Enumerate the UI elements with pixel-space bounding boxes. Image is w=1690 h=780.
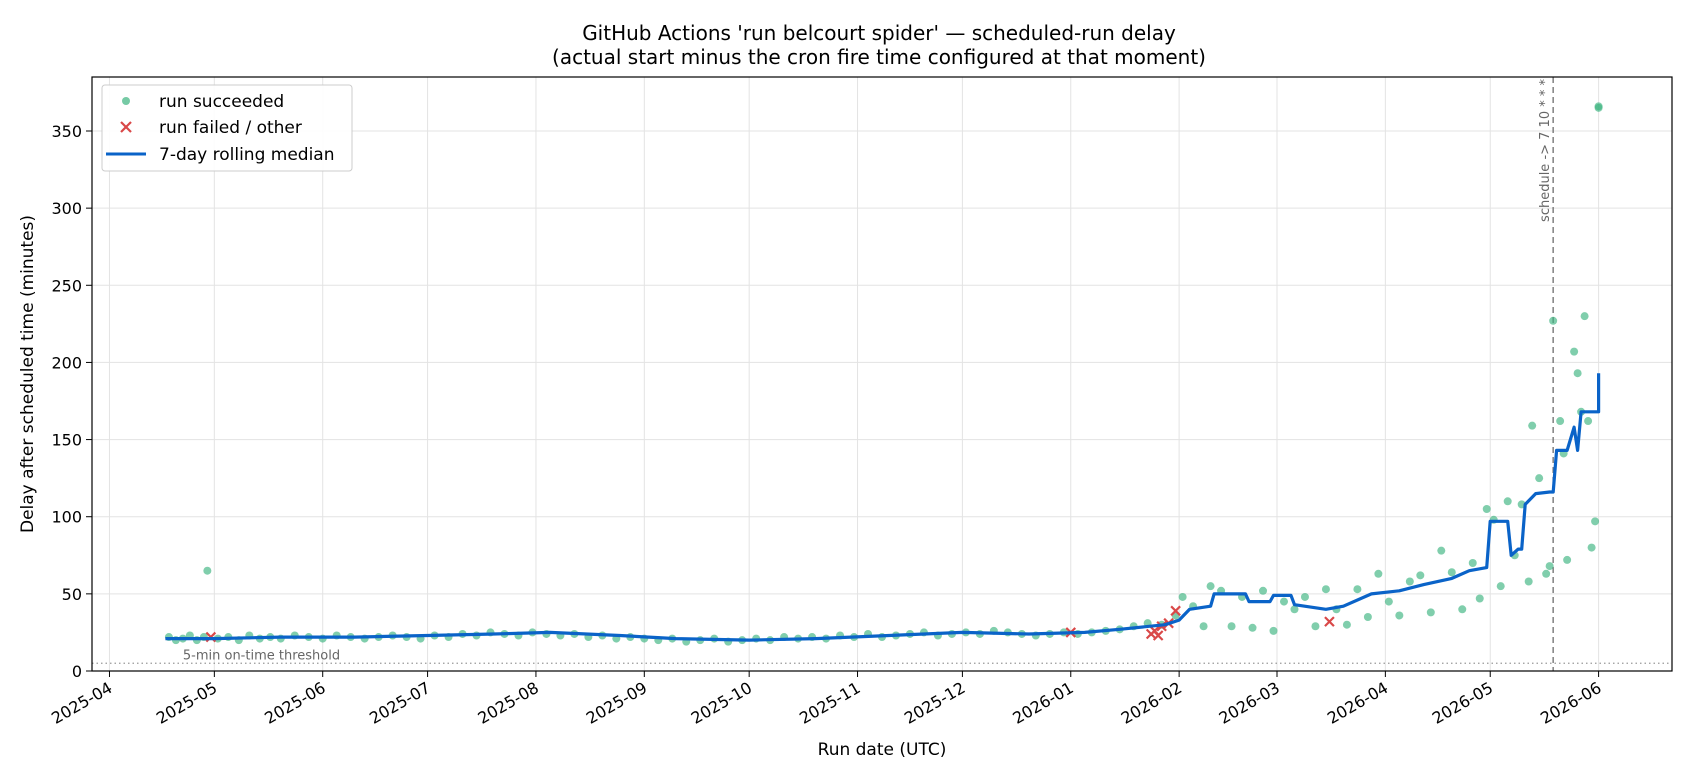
annotations: 5-min on-time threshold schedule -> 7 10 … xyxy=(92,77,1672,671)
plot-frame xyxy=(91,76,1673,672)
point-succeeded xyxy=(1311,622,1320,631)
y-tick-label: 0 xyxy=(72,662,82,681)
y-axis-label: Delay after scheduled time (minutes) xyxy=(18,215,38,533)
point-succeeded xyxy=(1178,592,1187,601)
point-succeeded xyxy=(1584,417,1593,426)
legend-label-succeeded: run succeeded xyxy=(159,92,284,112)
point-succeeded xyxy=(1416,571,1425,580)
point-succeeded xyxy=(1374,569,1383,578)
x-tick-label: 2026-06 xyxy=(1537,678,1604,728)
point-succeeded xyxy=(1556,417,1565,426)
chart-title: GitHub Actions 'run belcourt spider' — s… xyxy=(582,21,1176,45)
legend: run succeeded run failed / other 7-day r… xyxy=(101,84,353,172)
point-succeeded xyxy=(1259,586,1268,595)
point-succeeded xyxy=(1199,622,1208,631)
point-succeeded xyxy=(1300,592,1309,601)
point-succeeded xyxy=(1570,347,1579,356)
x-tick-label: 2025-09 xyxy=(583,678,650,728)
y-tick-label: 350 xyxy=(51,122,82,141)
point-succeeded xyxy=(1458,605,1467,614)
point-succeeded xyxy=(1549,316,1558,325)
point-succeeded xyxy=(1279,597,1288,606)
point-succeeded xyxy=(1342,620,1351,629)
point-succeeded xyxy=(1528,421,1537,430)
point-succeeded xyxy=(1353,585,1362,594)
y-tick-label: 50 xyxy=(62,585,82,604)
x-tick-label: 2026-05 xyxy=(1429,678,1496,728)
x-tick-label: 2025-12 xyxy=(901,678,968,728)
point-succeeded xyxy=(1503,497,1512,506)
x-tick-label: 2025-04 xyxy=(48,678,115,728)
point-succeeded xyxy=(1426,608,1435,617)
y-tick-label: 200 xyxy=(51,353,82,372)
x-tick-label: 2025-08 xyxy=(475,678,542,728)
plot-area xyxy=(164,102,1603,646)
y-tick-label: 100 xyxy=(51,508,82,527)
x-tick-label: 2026-01 xyxy=(1009,678,1076,728)
median-line xyxy=(165,373,1601,642)
point-failed xyxy=(1324,616,1335,627)
point-failed xyxy=(1170,605,1181,617)
point-failed xyxy=(1152,630,1164,641)
point-succeeded xyxy=(1206,582,1215,591)
point-succeeded xyxy=(1290,605,1299,614)
point-succeeded xyxy=(1594,103,1603,112)
legend-marker-failed xyxy=(120,121,132,133)
point-succeeded xyxy=(1447,568,1456,577)
point-succeeded xyxy=(1580,312,1589,321)
x-tick-label: 2025-07 xyxy=(366,678,433,728)
x-tick-label: 2025-05 xyxy=(153,678,220,728)
x-tick-label: 2025-10 xyxy=(688,678,755,728)
point-succeeded xyxy=(1535,474,1544,483)
x-axis-label: Run date (UTC) xyxy=(818,740,947,760)
point-succeeded xyxy=(1542,569,1551,578)
point-succeeded xyxy=(1269,626,1278,635)
y-tick-label: 250 xyxy=(51,276,82,295)
point-succeeded xyxy=(1227,622,1236,631)
point-succeeded xyxy=(1563,555,1572,564)
point-succeeded xyxy=(1475,594,1484,603)
x-tick-label: 2025-06 xyxy=(261,678,328,728)
x-tick-label: 2026-02 xyxy=(1118,678,1185,728)
legend-label-median: 7-day rolling median xyxy=(159,145,335,165)
legend-marker-succeeded xyxy=(122,97,130,105)
x-tick-label: 2026-04 xyxy=(1324,678,1391,728)
legend-box xyxy=(101,84,353,172)
point-succeeded xyxy=(203,566,212,575)
legend-label-failed: run failed / other xyxy=(159,118,302,138)
point-succeeded xyxy=(1468,559,1477,567)
point-succeeded xyxy=(1437,546,1446,555)
point-succeeded xyxy=(1482,505,1491,513)
point-succeeded xyxy=(1248,623,1257,632)
x-tick-label: 2025-11 xyxy=(796,678,863,728)
point-succeeded xyxy=(1384,597,1393,606)
point-succeeded xyxy=(1321,585,1330,594)
point-succeeded xyxy=(1591,517,1600,526)
point-succeeded xyxy=(1545,562,1554,571)
threshold-label: 5-min on-time threshold xyxy=(183,648,340,663)
point-succeeded xyxy=(1363,613,1372,621)
point-succeeded xyxy=(1573,369,1582,378)
grid xyxy=(92,77,1672,672)
x-tick-label: 2026-03 xyxy=(1216,678,1283,728)
point-succeeded xyxy=(1587,543,1596,552)
chart-subtitle: (actual start minus the cron fire time c… xyxy=(552,45,1206,69)
point-succeeded xyxy=(1496,582,1505,591)
y-tick-label: 300 xyxy=(51,199,82,218)
y-tick-label: 150 xyxy=(51,431,82,450)
point-succeeded xyxy=(1405,577,1414,586)
point-succeeded xyxy=(1524,577,1533,586)
schedule-change-label: schedule -> 7 10 * * * xyxy=(1538,79,1553,222)
point-succeeded xyxy=(1395,611,1404,620)
